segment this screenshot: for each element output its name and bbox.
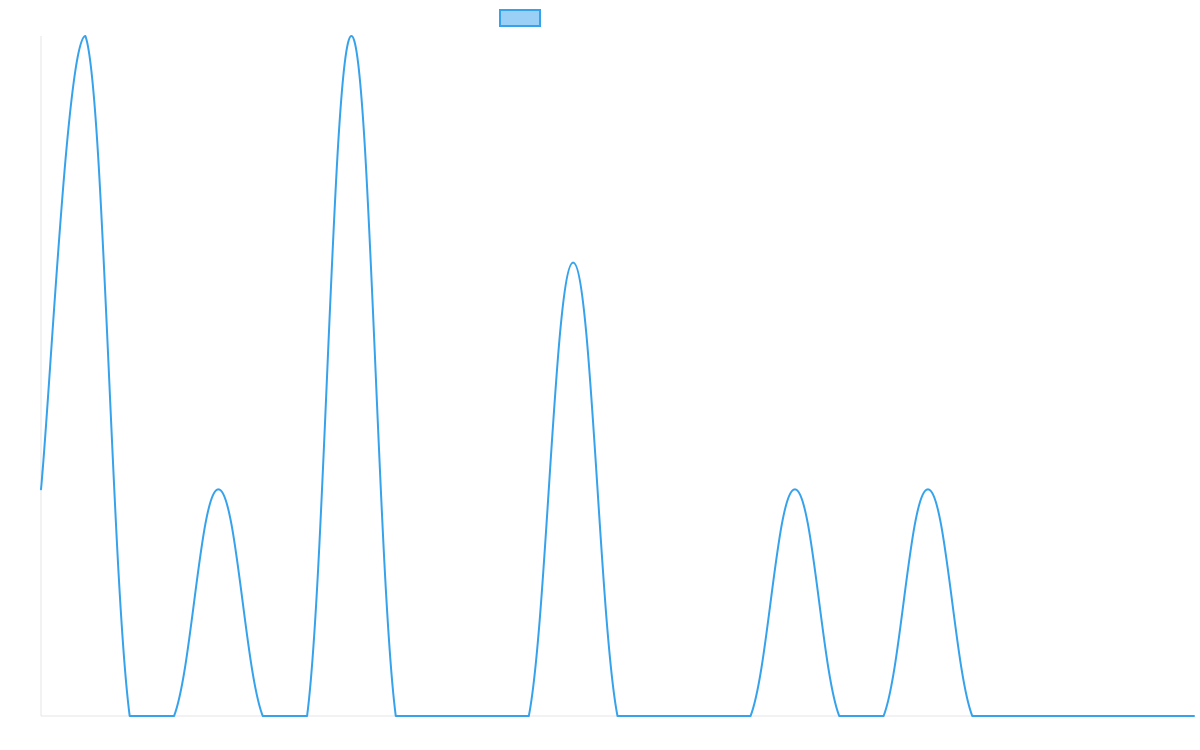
chart-axes [40, 36, 1194, 717]
legend-swatch [499, 9, 541, 27]
chart-series [40, 35, 1195, 717]
series-line [40, 35, 1195, 717]
legend[interactable] [499, 9, 541, 27]
